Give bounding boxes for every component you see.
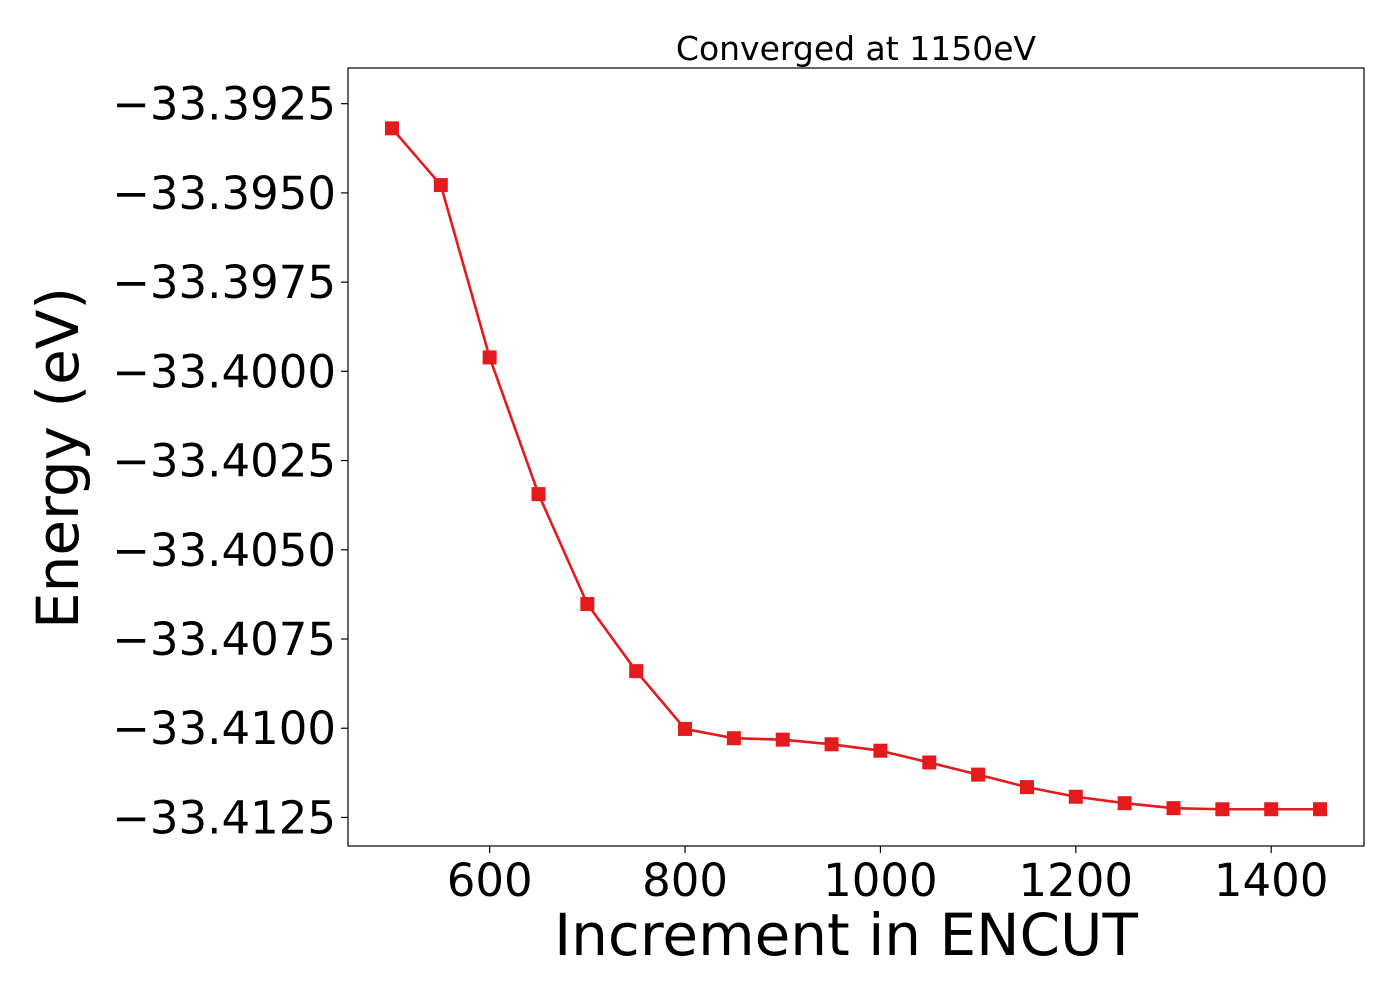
y-tick-label: −33.4050 [112,524,336,577]
data-point-marker [580,597,595,612]
data-point-marker [531,487,546,502]
data-point-marker [1264,802,1279,817]
data-point-marker [1313,802,1328,817]
y-tick-label: −33.4100 [112,702,336,755]
data-point-marker [922,755,937,770]
x-tick-label: 600 [447,854,533,907]
data-point-marker [629,664,644,679]
series-layer [384,121,1328,817]
data-point-marker [824,737,839,752]
data-point-marker [482,350,497,365]
x-tick-label: 1400 [1214,854,1329,907]
data-point-marker [726,731,741,746]
data-point-marker [1019,780,1034,795]
data-point-marker [678,721,693,736]
data-point-marker [433,178,448,193]
plot-area [347,67,1365,847]
y-tick-label: −33.4075 [112,613,336,666]
x-tick-label: 1200 [1019,854,1134,907]
y-tick-label: −33.3925 [112,78,336,131]
chart-title: Converged at 1150eV [676,29,1037,68]
y-axis-label: Energy (eV) [24,287,92,629]
x-axis: 600 800 1000 1200 1400 [447,846,1329,907]
data-point-marker [1215,802,1230,817]
plot-frame [347,67,1365,847]
data-point-marker [775,732,790,747]
y-tick-label: −33.4000 [112,345,336,398]
y-tick-label: −33.4025 [112,435,336,488]
data-point-marker [1166,801,1181,816]
x-axis-label: Increment in ENCUT [554,901,1138,969]
y-tick-label: −33.3950 [112,167,336,220]
y-axis: −33.3925 −33.3950 −33.3975 −33.4000 −33.4025… [112,78,348,844]
y-tick-label: −33.4125 [112,791,336,844]
data-point-marker [1068,789,1083,804]
x-tick-label: 800 [642,854,728,907]
data-point-marker [1117,796,1132,811]
series-line [390,127,1321,811]
data-point-marker [971,767,986,782]
x-tick-label: 1000 [823,854,938,907]
y-tick-label: −33.3975 [112,256,336,309]
data-point-marker [873,743,888,758]
data-point-marker [384,121,399,136]
